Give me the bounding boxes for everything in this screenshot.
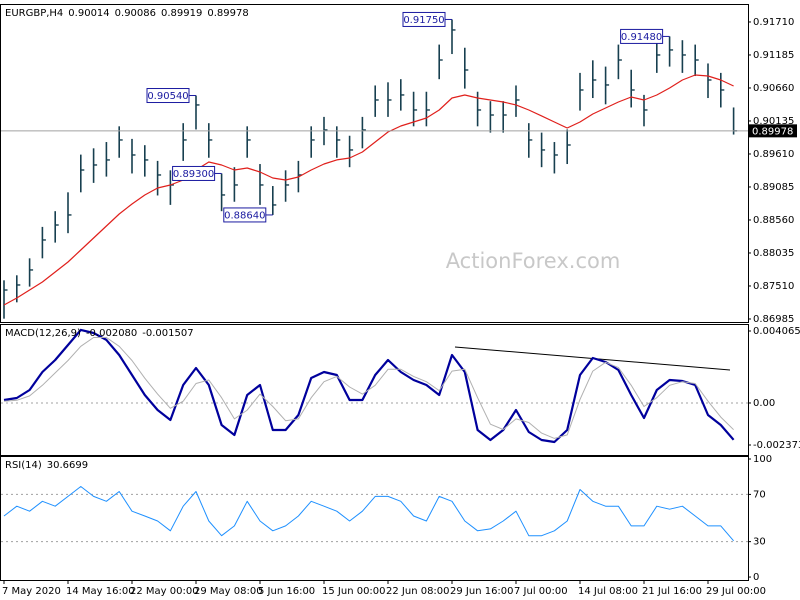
panel-header: MACD(12,26,9) -0.002080 -0.001507 <box>5 328 194 339</box>
annotation-label: 0.91750 <box>403 15 444 26</box>
y-tick-label: 0.89085 <box>753 182 794 193</box>
annotation-box <box>402 11 446 27</box>
last-price-label: 0.89978 <box>752 126 793 137</box>
annotation-label: 0.89300 <box>173 169 214 180</box>
annotation-label: 0.88640 <box>224 210 265 221</box>
x-tick-label: 14 Jul 08:00 <box>578 586 638 597</box>
y-tick-label: 0.86985 <box>753 314 794 325</box>
y-tick-label: 0.90135 <box>753 116 794 127</box>
macd-line <box>3 328 735 444</box>
y-tick-label: 0.88035 <box>753 248 794 259</box>
y-tick-label: 0.90660 <box>753 83 794 94</box>
x-tick-label: 7 May 2020 <box>2 586 61 597</box>
header-text: 0.89919 <box>161 8 202 19</box>
rsi-line <box>3 486 734 542</box>
x-tick-label: 7 Jul 00:00 <box>514 586 568 597</box>
y-tick-label: 0.89610 <box>753 149 794 160</box>
y-tick-label: 0.00 <box>753 398 775 409</box>
macd-panel-frame <box>0 324 749 456</box>
x-tick-label: 29 May 08:00 <box>194 586 263 597</box>
y-tick-label: 0.91710 <box>753 17 794 28</box>
x-tick-label: 15 Jun 00:00 <box>322 586 386 597</box>
y-tick-label: 0.88560 <box>753 215 794 226</box>
x-tick-label: 22 May 00:00 <box>130 586 199 597</box>
watermark: ActionForex.com <box>446 249 621 273</box>
x-tick-label: 22 Jun 08:00 <box>386 586 450 597</box>
x-tick-label: 14 May 16:00 <box>66 586 135 597</box>
rsi-panel-frame <box>0 456 749 581</box>
annotation-box <box>146 88 190 104</box>
x-tick-label: 29 Jun 16:00 <box>450 586 514 597</box>
y-tick-label: 30 <box>753 537 766 548</box>
y-tick-label: 0.004065 <box>753 326 800 337</box>
x-tick-label: 5 Jun 16:00 <box>258 586 315 597</box>
annotation-box <box>172 165 216 181</box>
header-text: -0.002080 <box>86 328 137 339</box>
annotation-label: 0.91480 <box>621 32 662 43</box>
header-text: MACD(12,26,9) <box>5 328 81 339</box>
moving-average-line <box>3 74 734 306</box>
header-text: EURGBP,H4 <box>5 8 63 19</box>
y-tick-label: 70 <box>753 489 766 500</box>
annotation-box <box>223 207 267 223</box>
y-tick-label: 100 <box>753 454 772 465</box>
x-tick-label: 29 Jul 00:00 <box>706 586 766 597</box>
annotation-label: 0.90540 <box>147 91 188 102</box>
y-tick-label: 0.91185 <box>753 50 794 61</box>
header-text: 30.6699 <box>47 460 88 471</box>
header-text: 0.90086 <box>115 8 156 19</box>
y-tick-label: 0.87510 <box>753 281 794 292</box>
header-text: -0.001507 <box>142 328 193 339</box>
header-text: RSI(14) <box>5 460 42 471</box>
y-tick-label: 0 <box>753 572 759 583</box>
signal-line <box>3 337 734 439</box>
y-tick-label: -0.002373 <box>753 440 800 451</box>
price-panel-frame <box>0 4 749 323</box>
annotation-box <box>620 28 664 44</box>
panel-header: EURGBP,H4 0.90014 0.90086 0.89919 0.89978 <box>5 8 249 19</box>
header-text: 0.90014 <box>68 8 109 19</box>
x-tick-label: 21 Jul 16:00 <box>642 586 702 597</box>
last-price-box <box>749 124 797 138</box>
header-text: 0.89978 <box>207 8 248 19</box>
panel-header: RSI(14) 30.6699 <box>5 460 88 471</box>
